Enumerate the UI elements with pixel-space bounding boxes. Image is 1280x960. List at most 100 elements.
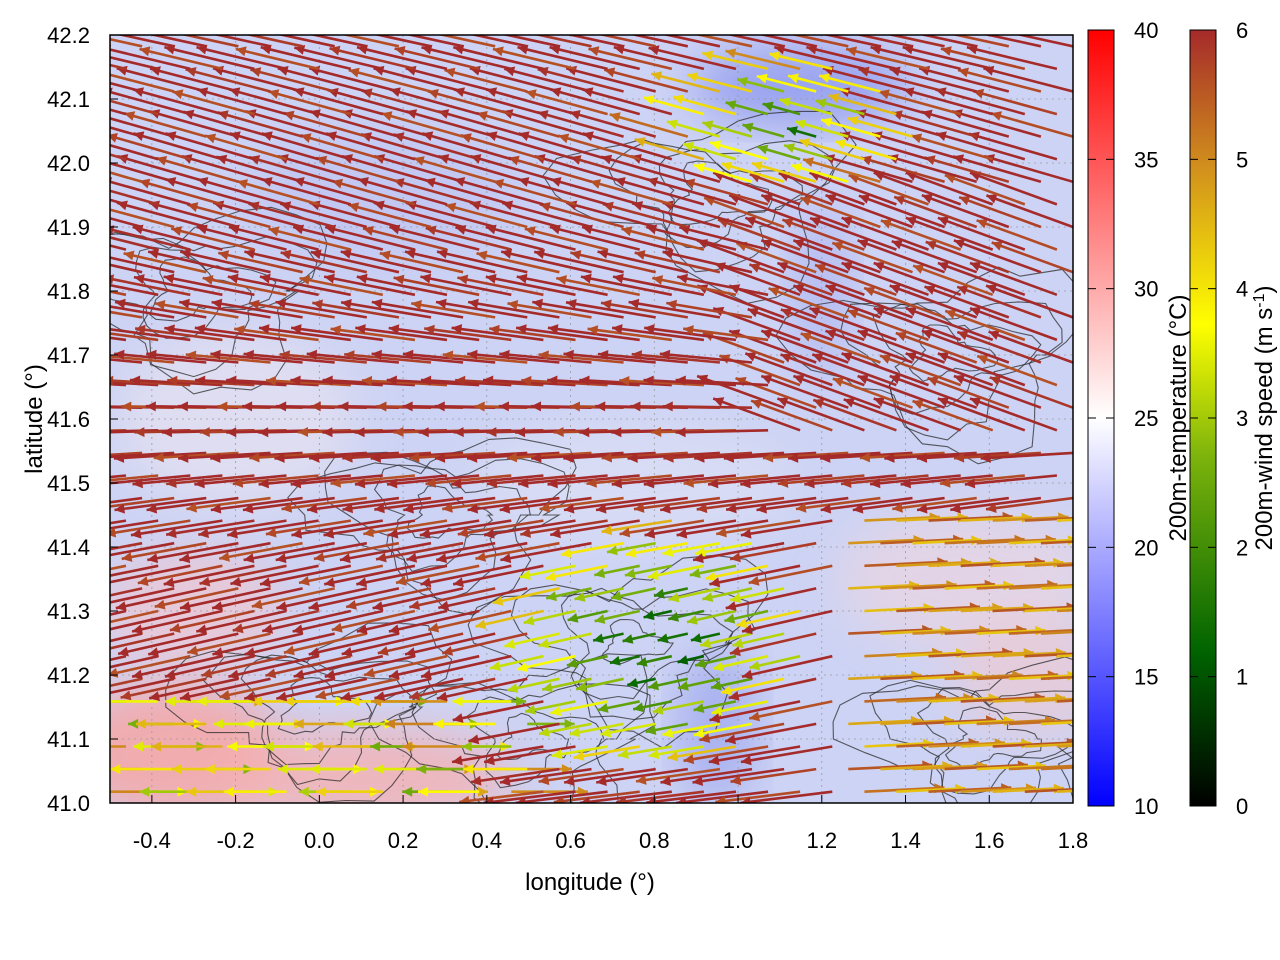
wind-vector-676 [555,275,640,297]
wind-vector-347 [625,541,689,558]
wind-vector-559 [643,375,737,387]
wind-vector-550 [361,375,448,387]
wind-vector-318 [647,564,705,581]
wind-vector-594 [825,329,913,364]
wind-vector-1011 [758,35,817,48]
wind-vector-198 [677,654,705,665]
wind-vector-930 [110,81,143,93]
wind-vector-81 [708,745,801,766]
wind-vector-82 [740,745,833,766]
wind-vector-76 [573,745,640,761]
wind-vector-17 [579,790,672,803]
wind-vector-674 [485,273,576,297]
y-tick-label-12: 42.2 [47,23,90,48]
wind-vector-308 [298,564,384,586]
wind-vector-974 [492,46,576,71]
wind-vector-871 [110,117,175,138]
wind-vector-79 [667,745,737,762]
wind-vector-196 [609,654,640,666]
wind-vector-344 [500,541,592,564]
wind-vector-1010 [726,35,785,48]
wind-vector-506 [873,397,962,432]
wind-vector-180 [110,654,127,662]
wind-vector-372 [419,519,512,539]
wind-vector-568 [937,352,1026,387]
wind-vector-405 [539,496,624,513]
wind-vector-980 [701,50,769,71]
wind-vector-197 [636,654,673,667]
wind-vector-195 [566,654,608,669]
y-tick-label-7: 41.7 [47,343,90,368]
wind-vector-418 [950,496,1042,514]
wind-vector-222 [441,632,528,656]
wind-vector-11 [418,786,480,797]
wind-vector-260 [724,609,769,624]
wind-vector-698 [310,249,400,274]
wind-vector-778 [958,195,1042,229]
wind-vector-256 [594,609,640,624]
wind-vector-552 [420,375,512,387]
wind-vector-166 [627,677,656,688]
temperature-colorbar-tick-label-1: 15 [1134,665,1158,690]
wind-vector-413 [795,496,881,513]
wind-vector-111 [724,722,817,745]
wind-vector-133 [452,700,544,723]
wind-vector-776 [893,195,978,229]
wind-vector-218 [308,632,400,657]
wind-vector-255 [567,609,608,623]
wind-vector-672 [420,273,512,297]
wind-vector-880 [381,111,464,138]
wind-vector-462 [434,451,528,463]
y-tick-label-8: 41.8 [47,279,90,304]
wind-vector-678 [612,273,705,297]
wind-vector-380 [676,519,769,539]
wind-vector-368 [291,519,384,539]
wind-vector-290 [729,587,785,603]
wind-vector-438 [611,474,705,489]
wind-vector-544 [167,375,255,387]
wind-vector-449 [964,474,1058,489]
wind-vector-440 [683,474,769,488]
wind-vector-283 [492,587,560,606]
wind-vector-671 [393,274,480,297]
wind-vector-862 [783,143,833,161]
wind-vector-375 [520,519,608,538]
wind-vector-704 [500,248,592,274]
wind-vector-667 [259,273,352,297]
wind-vector-566 [879,354,962,387]
wind-vector-403 [467,496,560,514]
wind-vector-250 [356,609,448,635]
wind-vector-248 [292,609,384,635]
wind-vector-872 [123,111,207,138]
wind-vector-924 [828,93,897,116]
wind-vector-571 [110,355,175,364]
wind-vector-2 [139,786,191,797]
wind-vector-688 [937,261,1026,297]
wind-vector-1012 [790,35,849,48]
wind-vector-415 [852,496,945,514]
wind-vector-637 [275,298,368,319]
contour-line-18 [840,301,1063,441]
wind-vector-659 [985,284,1073,319]
wind-vector-106 [600,722,656,738]
wind-vectors [110,35,1073,803]
wind-vector-274 [179,587,271,611]
wind-vector-979 [648,45,737,71]
x-tick-label-1: -0.2 [217,828,255,853]
wind-vector-562 [744,352,833,387]
wind-vector-963 [139,46,223,71]
x-tick-label-8: 1.2 [806,828,837,853]
wind-vector-631 [110,305,175,319]
wind-vector-107 [645,722,689,735]
wind-vector-213 [147,632,239,657]
wind-vector-75 [551,745,608,760]
y-tick-label-10: 42.0 [47,151,90,176]
contour-line-24 [944,706,1042,768]
wind-vector-223 [504,632,560,649]
wind-vector-738 [621,226,705,251]
wind-vector-679 [652,275,737,297]
wind-vector-459 [342,451,432,463]
wind-vector-960 [110,63,127,71]
wind-vector-534 [832,377,913,409]
wind-vector-692 [123,250,207,274]
